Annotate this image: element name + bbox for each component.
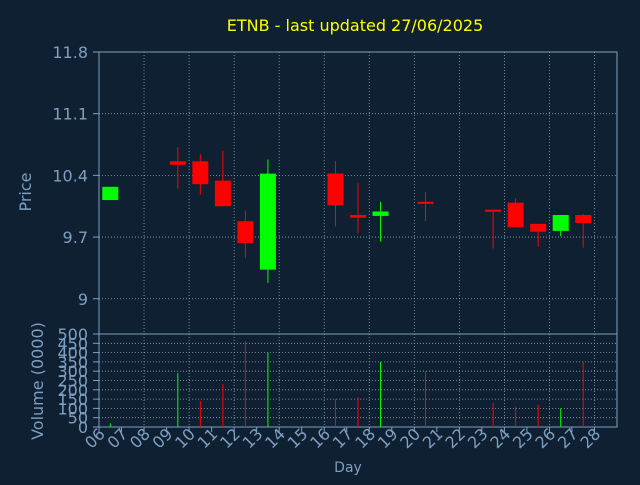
day-tick-label: 28 bbox=[576, 424, 604, 452]
candle-body bbox=[552, 215, 569, 231]
volume-tick-label: 350 bbox=[57, 353, 88, 372]
volume-tick-label: 450 bbox=[57, 334, 88, 353]
volume-tick-label: 150 bbox=[57, 390, 88, 409]
candle-body bbox=[350, 215, 366, 218]
volume-tick-label: 500 bbox=[57, 325, 88, 344]
candle-body bbox=[259, 173, 276, 270]
candle-body bbox=[169, 161, 186, 165]
candle-body bbox=[192, 161, 209, 185]
volume-axis-label: Volume (0000) bbox=[28, 322, 47, 440]
candle-body bbox=[237, 221, 254, 244]
volume-tick-label: 50 bbox=[68, 409, 88, 428]
price-tick-label: 9.7 bbox=[63, 228, 88, 247]
volume-tick-label: 250 bbox=[57, 372, 88, 391]
price-panel: 11.8 11.1 10.4 9.7 9 bbox=[52, 43, 618, 335]
day-axis: 0607080910111213141516171819202122232425… bbox=[81, 424, 604, 452]
candle-body bbox=[372, 211, 389, 216]
volume-tick-label: 100 bbox=[57, 399, 88, 418]
price-tick-label: 10.4 bbox=[52, 166, 88, 185]
candle-body bbox=[102, 186, 119, 201]
candle-body bbox=[214, 180, 231, 207]
candle-body bbox=[485, 209, 502, 212]
price-tick-label: 11.8 bbox=[52, 43, 88, 62]
volume-tick-label: 200 bbox=[57, 381, 88, 400]
volume-tick-label: 400 bbox=[57, 344, 88, 363]
volume-tick-label: 300 bbox=[57, 362, 88, 381]
candle-body bbox=[507, 202, 524, 228]
candle-body bbox=[327, 173, 344, 206]
price-tick-label: 9 bbox=[78, 290, 88, 309]
candle-body bbox=[530, 223, 547, 232]
chart-title: ETNB - last updated 27/06/2025 bbox=[227, 16, 484, 35]
candle-body bbox=[575, 215, 592, 223]
volume-tick-label: 0 bbox=[78, 418, 88, 437]
price-tick-label: 11.1 bbox=[52, 105, 88, 124]
day-axis-label: Day bbox=[334, 460, 362, 476]
candle-body bbox=[417, 201, 434, 204]
price-axis-label: Price bbox=[16, 172, 35, 211]
